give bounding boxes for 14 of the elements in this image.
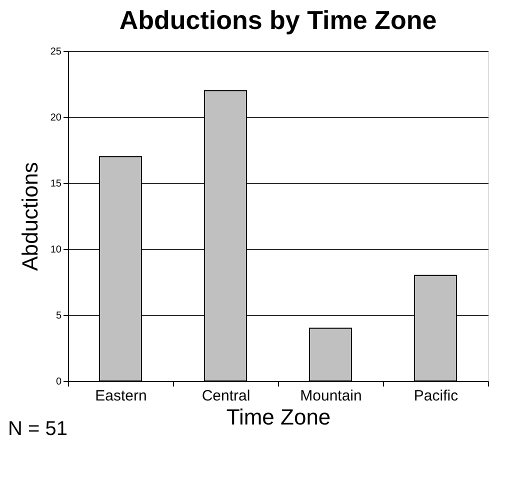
- y-tick-label: 0: [56, 376, 62, 388]
- x-axis-title: Time Zone: [226, 404, 331, 430]
- x-tick-label: Central: [202, 388, 250, 404]
- y-tick-label: 20: [50, 112, 62, 124]
- x-tick-label: Eastern: [95, 388, 147, 404]
- y-tick-label: 10: [50, 244, 62, 256]
- text: N = 51: [8, 418, 68, 440]
- y-tick-label: 15: [50, 178, 62, 190]
- x-tick-label: Mountain: [300, 388, 362, 404]
- y-tick-label: 25: [50, 46, 62, 58]
- x-tick-label: Pacific: [414, 388, 459, 404]
- y-tick-label: 5: [56, 310, 62, 322]
- chart-title: Abductions by Time Zone: [119, 5, 437, 35]
- y-axis-title: Abductions: [17, 162, 42, 271]
